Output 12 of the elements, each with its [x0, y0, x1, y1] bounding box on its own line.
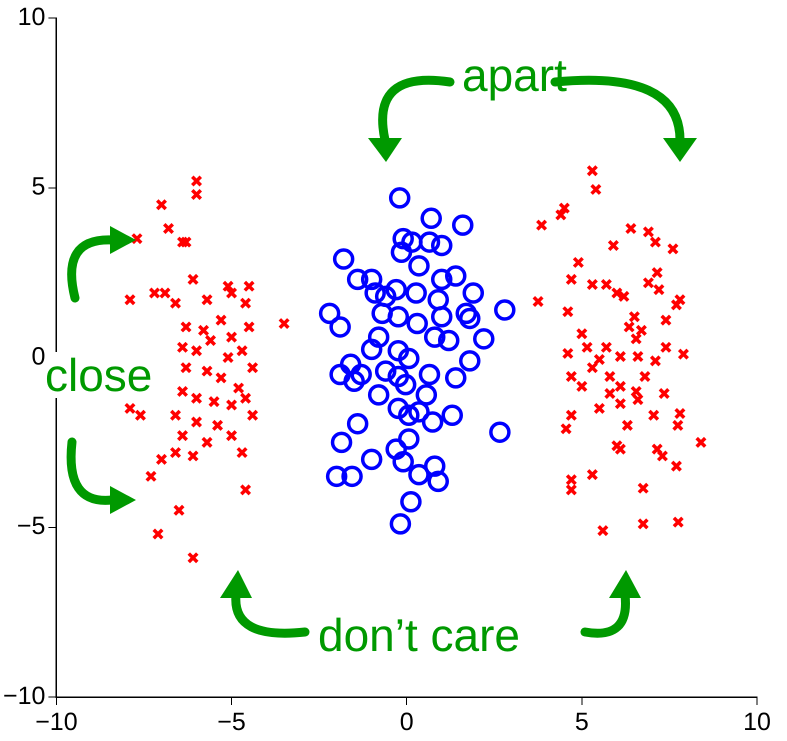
y-tick-label: 5 [32, 172, 46, 201]
annotation: apart [462, 49, 567, 101]
x-tick-label: −5 [217, 708, 246, 736]
y-tick-label: −5 [16, 512, 46, 540]
y-tick-label: −10 [2, 682, 46, 710]
x-tick-label: 0 [400, 708, 414, 736]
y-tick-label: 10 [18, 2, 46, 31]
annotation: close [45, 349, 152, 401]
x-tick-label: 10 [743, 708, 771, 736]
annotation: don’t care [318, 609, 520, 661]
x-tick-label: 5 [574, 708, 589, 736]
y-tick-label: 0 [32, 342, 46, 370]
